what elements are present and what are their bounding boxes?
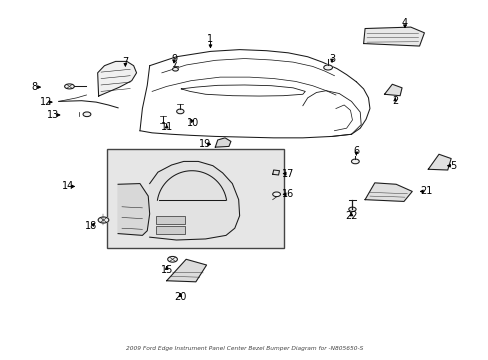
- Polygon shape: [98, 62, 136, 96]
- Text: 17: 17: [282, 168, 294, 179]
- Bar: [156, 226, 185, 234]
- Text: 22: 22: [345, 211, 357, 221]
- Text: 21: 21: [420, 186, 432, 197]
- Polygon shape: [365, 183, 411, 202]
- Text: 20: 20: [174, 292, 186, 302]
- Text: 1: 1: [207, 34, 213, 44]
- Text: 6: 6: [352, 147, 359, 157]
- Polygon shape: [384, 84, 401, 96]
- Bar: [107, 149, 284, 248]
- Text: 3: 3: [328, 54, 334, 64]
- Text: 18: 18: [85, 221, 97, 231]
- Polygon shape: [118, 184, 149, 235]
- Ellipse shape: [64, 84, 74, 89]
- Ellipse shape: [172, 67, 178, 71]
- Text: 2: 2: [391, 96, 398, 107]
- Text: 5: 5: [449, 161, 456, 171]
- Ellipse shape: [348, 207, 355, 211]
- Ellipse shape: [323, 65, 332, 70]
- Ellipse shape: [98, 217, 109, 223]
- Ellipse shape: [167, 256, 177, 262]
- Polygon shape: [166, 259, 206, 282]
- Text: 9: 9: [171, 54, 177, 64]
- Bar: [156, 216, 185, 224]
- Polygon shape: [215, 138, 230, 147]
- Polygon shape: [363, 27, 424, 46]
- Text: 16: 16: [282, 189, 294, 199]
- Text: 8: 8: [31, 82, 38, 92]
- Text: 14: 14: [62, 181, 75, 192]
- Text: 19: 19: [198, 139, 210, 149]
- Text: 10: 10: [187, 118, 199, 128]
- Text: 11: 11: [160, 122, 172, 132]
- Text: 2009 Ford Edge Instrument Panel Center Bezel Bumper Diagram for -N805650-S: 2009 Ford Edge Instrument Panel Center B…: [125, 346, 363, 351]
- Text: 4: 4: [401, 18, 407, 28]
- Text: 7: 7: [122, 57, 128, 67]
- Polygon shape: [149, 161, 239, 240]
- Ellipse shape: [83, 112, 91, 117]
- Text: 15: 15: [160, 265, 173, 275]
- Ellipse shape: [272, 192, 280, 197]
- Polygon shape: [272, 170, 279, 175]
- Ellipse shape: [176, 109, 183, 114]
- Text: 12: 12: [40, 97, 52, 107]
- Ellipse shape: [351, 159, 359, 164]
- Polygon shape: [427, 154, 450, 170]
- Text: 13: 13: [47, 110, 60, 120]
